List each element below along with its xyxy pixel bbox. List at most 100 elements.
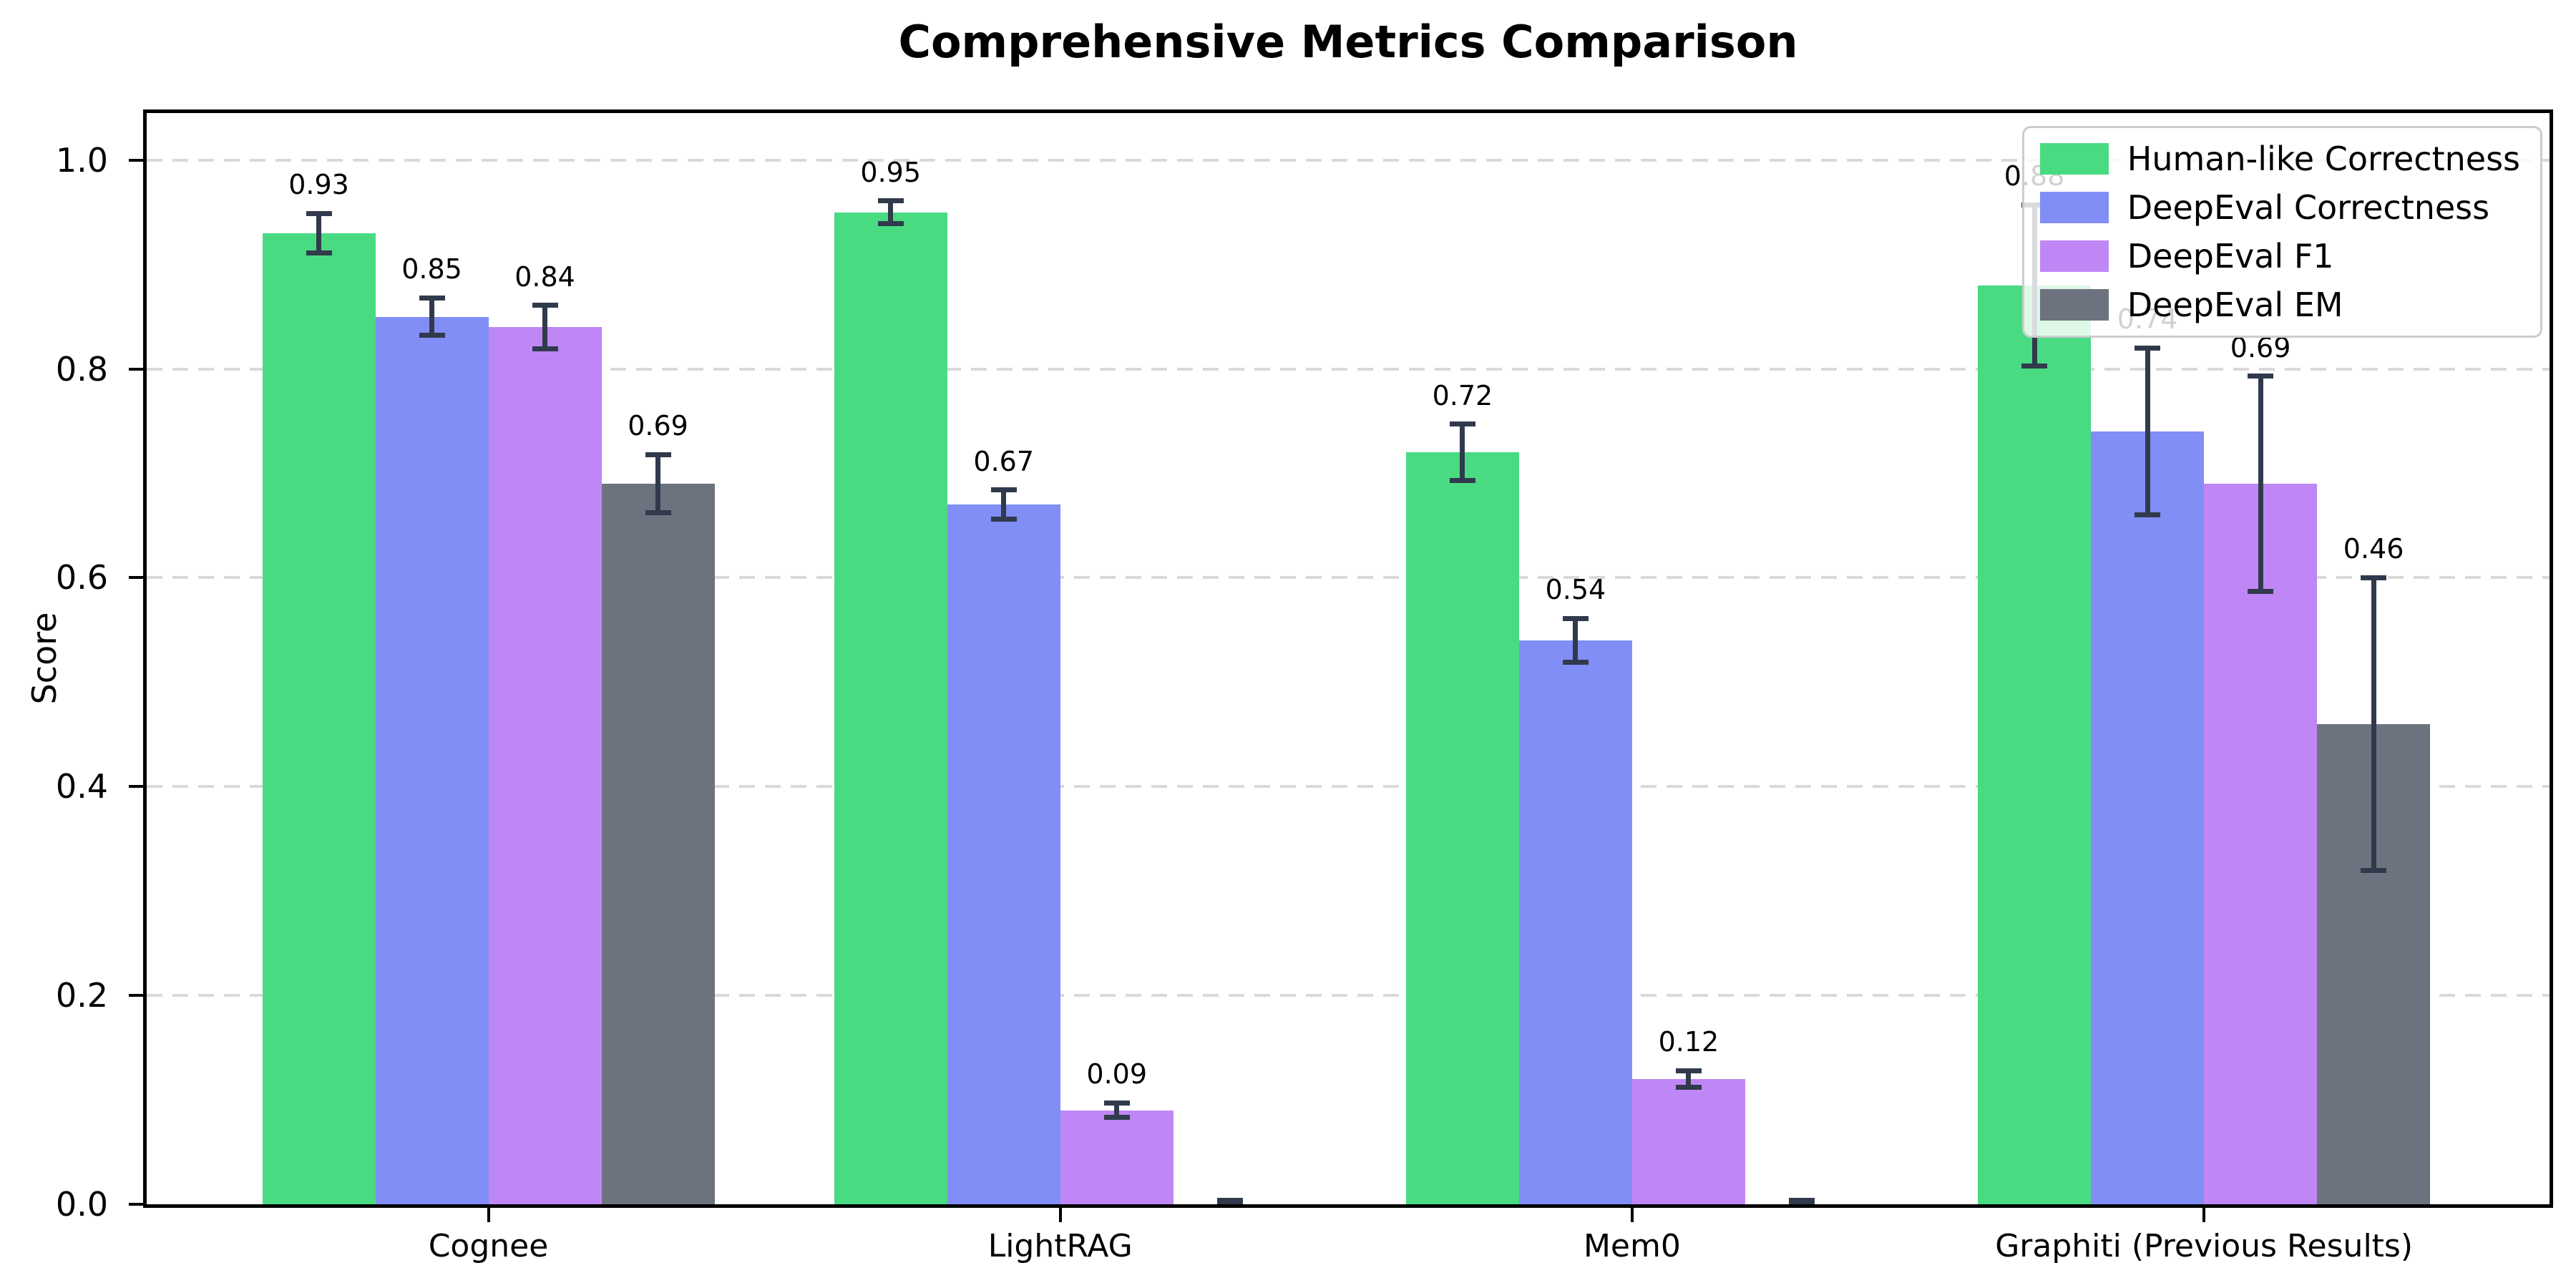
error-bar <box>2258 376 2263 592</box>
error-bar <box>542 305 547 349</box>
error-bar-cap <box>1562 660 1589 665</box>
error-bar <box>1460 424 1465 481</box>
bar <box>375 316 489 1204</box>
legend-label: DeepEval F1 <box>2127 237 2334 275</box>
error-bar <box>1686 1070 1692 1088</box>
error-bar-cap <box>306 210 332 216</box>
error-bar-cap <box>877 221 904 227</box>
legend-item: DeepEval EM <box>2039 286 2520 324</box>
legend-item: DeepEval F1 <box>2039 237 2520 275</box>
error-bar <box>316 213 321 253</box>
error-bar <box>429 298 434 336</box>
y-tick-mark <box>129 367 143 371</box>
error-bar-cap <box>419 295 445 301</box>
x-tick-mark <box>1058 1208 1062 1222</box>
axis-spine-left <box>143 109 147 1208</box>
bar <box>488 327 602 1204</box>
bar <box>1631 1078 1745 1204</box>
bar <box>834 212 947 1204</box>
bar <box>2091 431 2205 1204</box>
error-bar <box>1001 489 1007 519</box>
bar <box>947 504 1060 1204</box>
y-tick-mark <box>129 785 143 789</box>
legend-label: DeepEval Correctness <box>2127 188 2490 227</box>
bar-value-label: 0.69 <box>628 410 688 442</box>
bar-value-label: 0.46 <box>2343 533 2404 565</box>
error-bar-cap <box>2248 588 2274 594</box>
error-bar-cap <box>2248 374 2274 379</box>
error-bar-cap <box>2021 363 2048 369</box>
y-tick-label: 0.2 <box>55 976 108 1015</box>
y-tick-mark <box>129 994 143 997</box>
error-bar <box>1114 1103 1120 1118</box>
bar-value-label: 0.54 <box>1545 574 1606 606</box>
gridline <box>147 994 2550 997</box>
y-tick-label: 0.6 <box>55 558 108 597</box>
y-tick-label: 0.4 <box>55 767 108 806</box>
legend-label: DeepEval EM <box>2127 286 2343 324</box>
x-tick-label: Cognee <box>428 1228 549 1264</box>
legend-swatch <box>2039 143 2109 175</box>
error-bar-cap <box>2135 512 2161 518</box>
error-bar <box>655 454 660 513</box>
y-tick-label: 0.0 <box>55 1185 108 1224</box>
error-bar-cap <box>1103 1115 1130 1121</box>
error-bar-cap <box>1216 1197 1243 1203</box>
error-bar-cap <box>990 487 1017 493</box>
bar-value-label: 0.09 <box>1086 1058 1148 1091</box>
error-bar-cap <box>990 517 1017 522</box>
bar <box>601 484 715 1204</box>
axis-spine-top <box>143 109 2553 113</box>
bar <box>1518 640 1632 1204</box>
legend: Human-like Correctness DeepEval Correctne… <box>2021 126 2542 338</box>
error-bar <box>888 200 894 224</box>
y-tick-mark <box>129 576 143 580</box>
y-tick-mark <box>129 158 143 162</box>
bar-value-label: 0.67 <box>973 445 1035 477</box>
gridline <box>147 576 2550 580</box>
bar <box>1978 285 2092 1204</box>
error-bar-cap <box>1103 1100 1130 1106</box>
error-bar-cap <box>1449 421 1475 427</box>
x-tick-mark <box>2202 1208 2206 1222</box>
x-tick-mark <box>1630 1208 1634 1222</box>
error-bar-cap <box>532 346 558 352</box>
bar-value-label: 0.85 <box>401 253 462 286</box>
legend-swatch <box>2039 289 2109 321</box>
bar-value-label: 0.93 <box>288 169 349 201</box>
legend-swatch <box>2039 192 2109 223</box>
bar-value-label: 0.95 <box>860 156 922 188</box>
error-bar-cap <box>1675 1085 1702 1091</box>
gridline <box>147 785 2550 789</box>
bar-value-label: 0.72 <box>1432 379 1493 411</box>
bar <box>2204 484 2318 1204</box>
chart-title: Comprehensive Metrics Comparison <box>898 16 1798 68</box>
error-bar <box>1573 618 1579 663</box>
bar-value-label: 0.84 <box>514 260 575 293</box>
axis-spine-bottom <box>143 1204 2553 1208</box>
error-bar-cap <box>2135 345 2161 351</box>
bar <box>262 233 376 1204</box>
error-bar-cap <box>1675 1068 1702 1073</box>
error-bar <box>2371 577 2376 870</box>
error-bar <box>2145 348 2150 515</box>
error-bar-cap <box>532 303 558 308</box>
plot-area: 0.0 0.2 0.4 0.6 0.8 1.0 Cognee LightRAG Mem0 Grap… <box>56 109 2553 1264</box>
bar-value-label: 0.12 <box>1658 1026 1719 1058</box>
x-tick-label: LightRAG <box>987 1228 1133 1264</box>
x-tick-mark <box>487 1208 490 1222</box>
gridline <box>147 367 2550 371</box>
y-tick-label: 0.8 <box>55 349 108 389</box>
x-tick-label: Mem0 <box>1583 1228 1681 1264</box>
x-tick-label: Graphiti (Previous Results) <box>1995 1228 2414 1264</box>
y-axis-label: Score <box>25 612 64 705</box>
gridline <box>147 158 2550 162</box>
bar <box>1405 452 1519 1204</box>
error-bar-cap <box>645 452 671 457</box>
y-tick-label: 1.0 <box>55 140 108 180</box>
legend-label: Human-like Correctness <box>2127 140 2520 178</box>
error-bar-cap <box>877 198 904 204</box>
legend-item: DeepEval Correctness <box>2039 188 2520 227</box>
error-bar-cap <box>1788 1197 1815 1203</box>
error-bar-cap <box>419 333 445 338</box>
